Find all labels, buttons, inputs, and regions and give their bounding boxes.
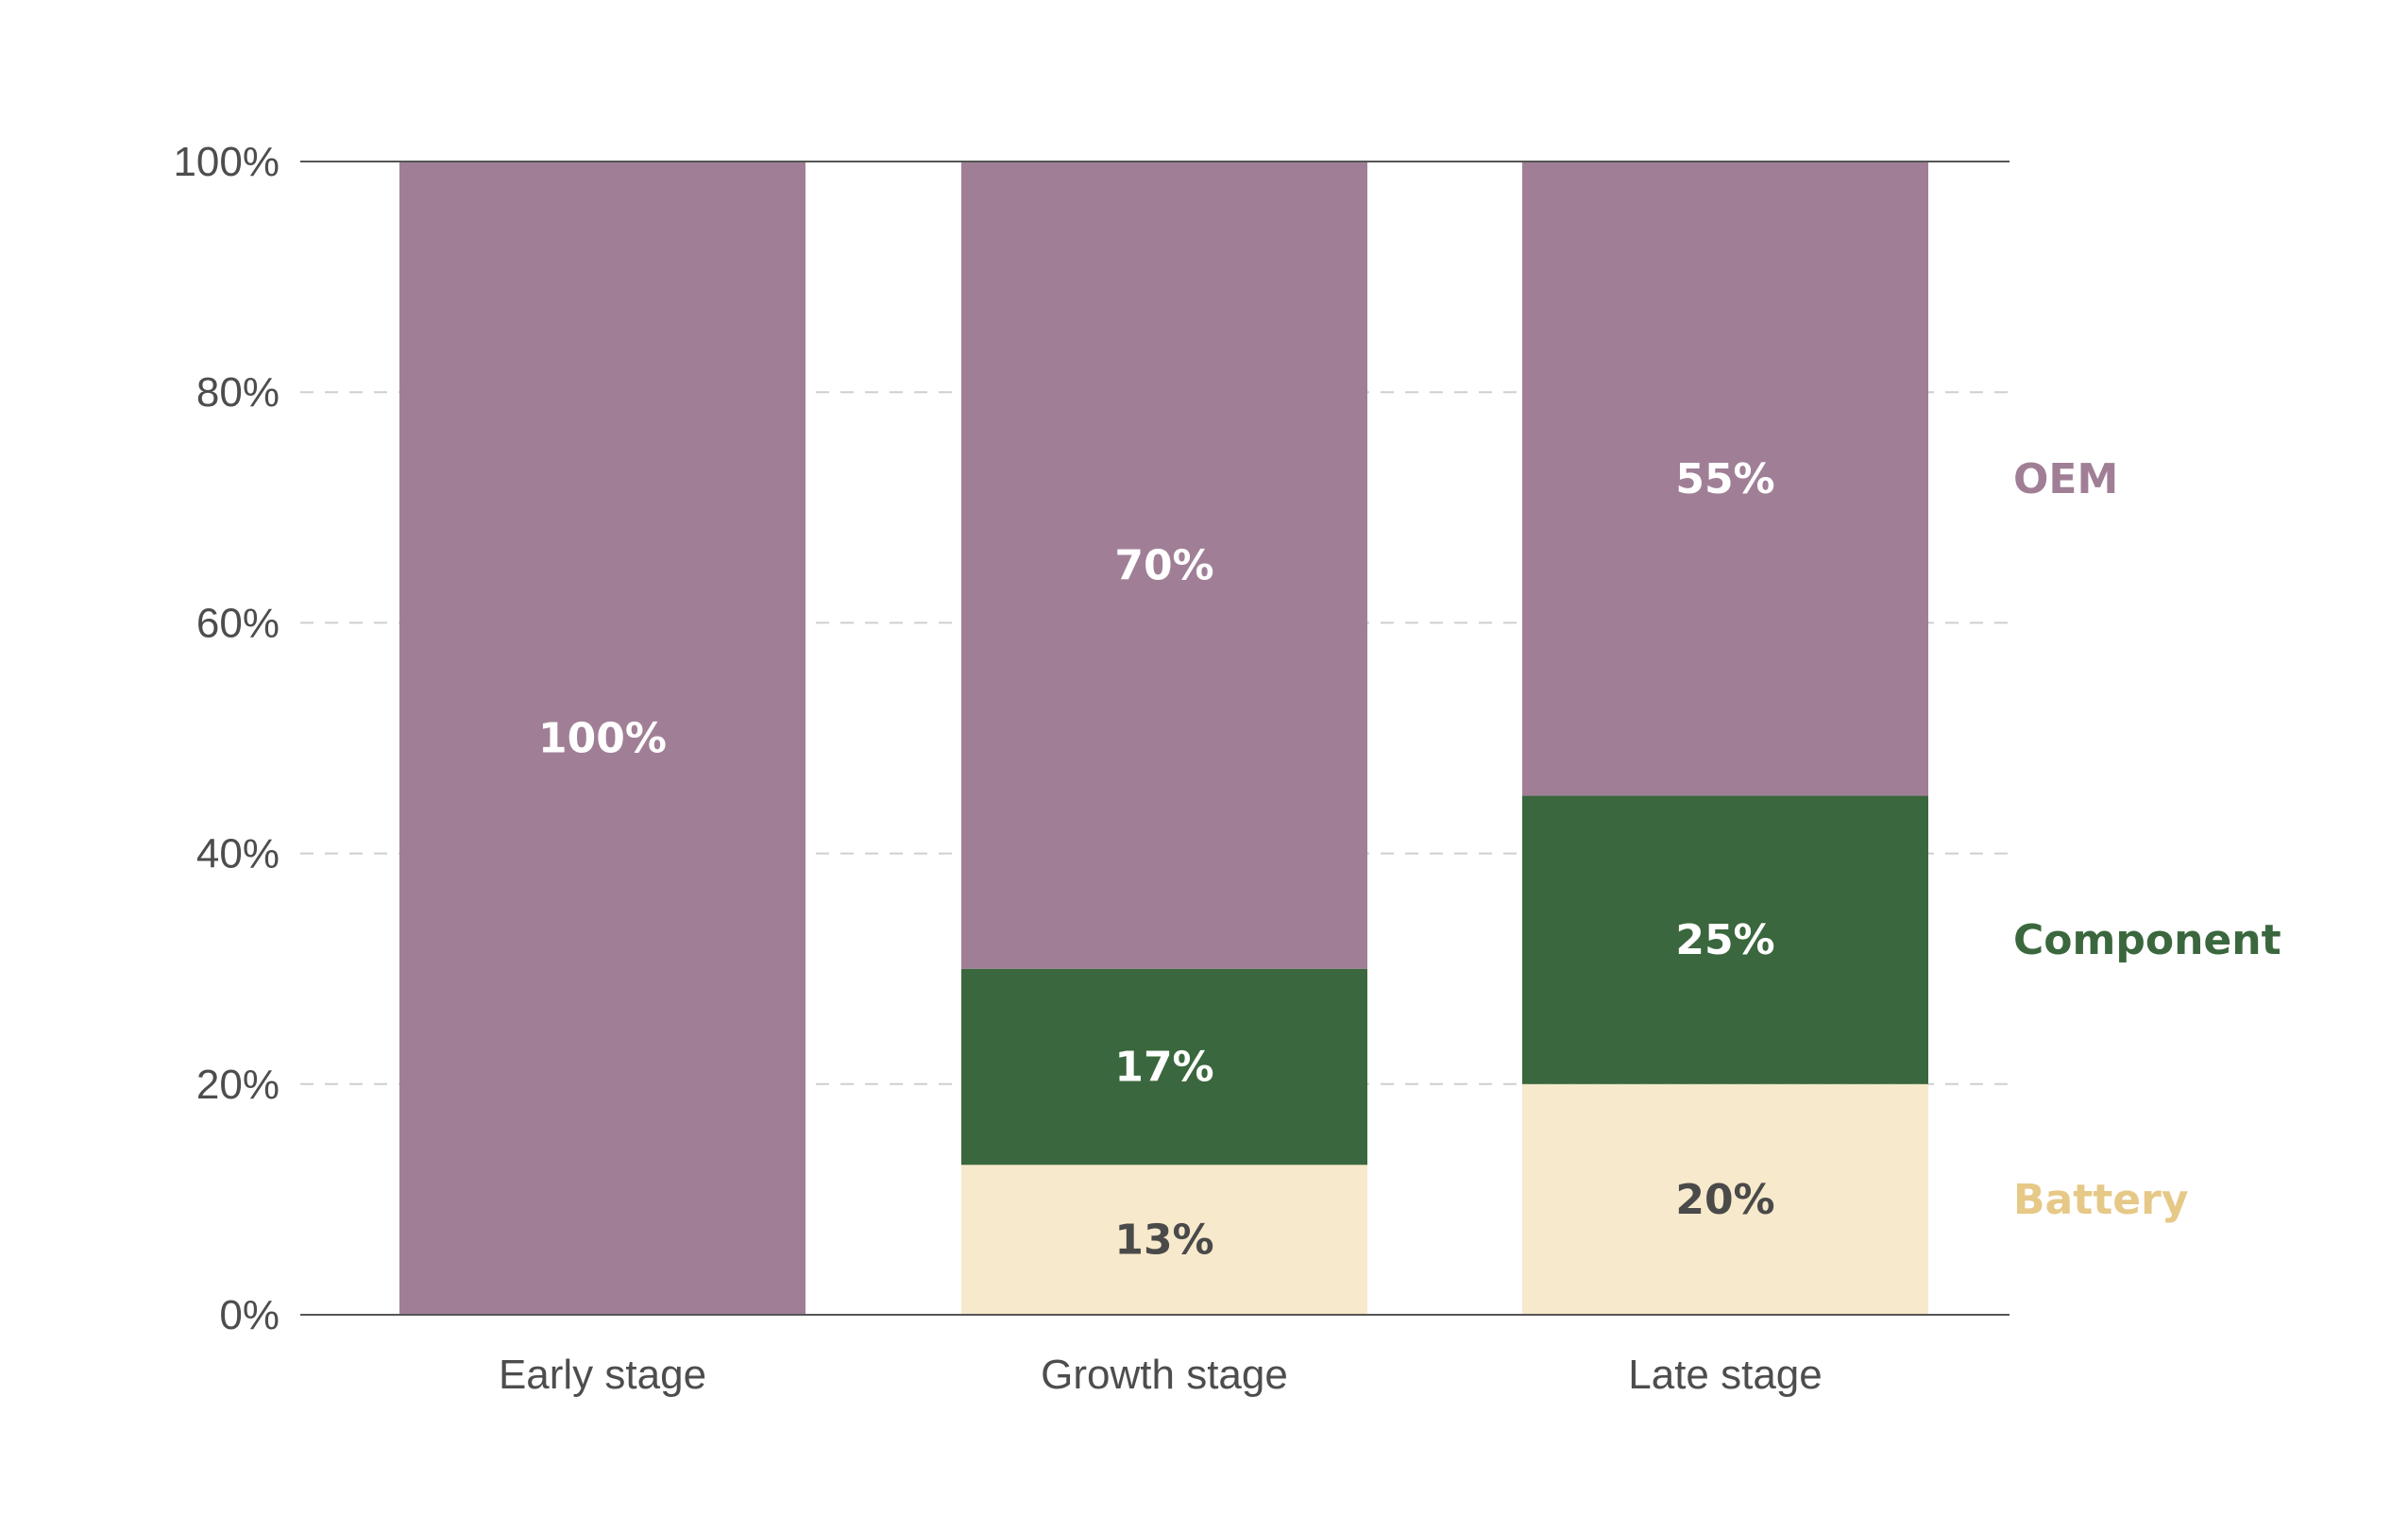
data-label: 17%	[1114, 1043, 1213, 1091]
bar-segment	[1522, 1083, 1928, 1315]
labels: 0% 20% 40% 60% 80% 100% 100% Early stage 13% 17% 7…	[173, 139, 2281, 1398]
data-label: 13%	[1114, 1217, 1213, 1265]
y-tick-label: 40%	[196, 831, 280, 877]
x-category-label: Late stage	[1628, 1352, 1823, 1398]
y-tick-label: 100%	[173, 139, 280, 185]
y-tick-label: 60%	[196, 600, 280, 646]
bar-segment	[961, 1165, 1367, 1315]
y-tick-label: 0%	[219, 1292, 280, 1338]
axes	[300, 161, 2009, 1316]
x-category-label: Growth stage	[1041, 1352, 1288, 1398]
bar-segment	[399, 162, 805, 1315]
data-label: 20%	[1675, 1176, 1774, 1224]
bars	[399, 162, 1928, 1315]
y-tick-label: 80%	[196, 369, 280, 416]
data-label: 100%	[538, 715, 667, 763]
data-label: 70%	[1114, 541, 1213, 589]
series-label: Component	[2013, 916, 2281, 964]
data-label: 55%	[1675, 455, 1774, 503]
bar-segment	[1522, 795, 1928, 1084]
y-tick-label: 20%	[196, 1062, 280, 1108]
series-label: OEM	[2013, 455, 2118, 503]
bar-segment	[961, 968, 1367, 1166]
series-label: Battery	[2013, 1176, 2189, 1224]
data-label: 25%	[1675, 916, 1774, 964]
bar-segment	[1522, 162, 1928, 796]
x-category-label: Early stage	[499, 1352, 706, 1398]
bar-segment	[961, 162, 1367, 969]
